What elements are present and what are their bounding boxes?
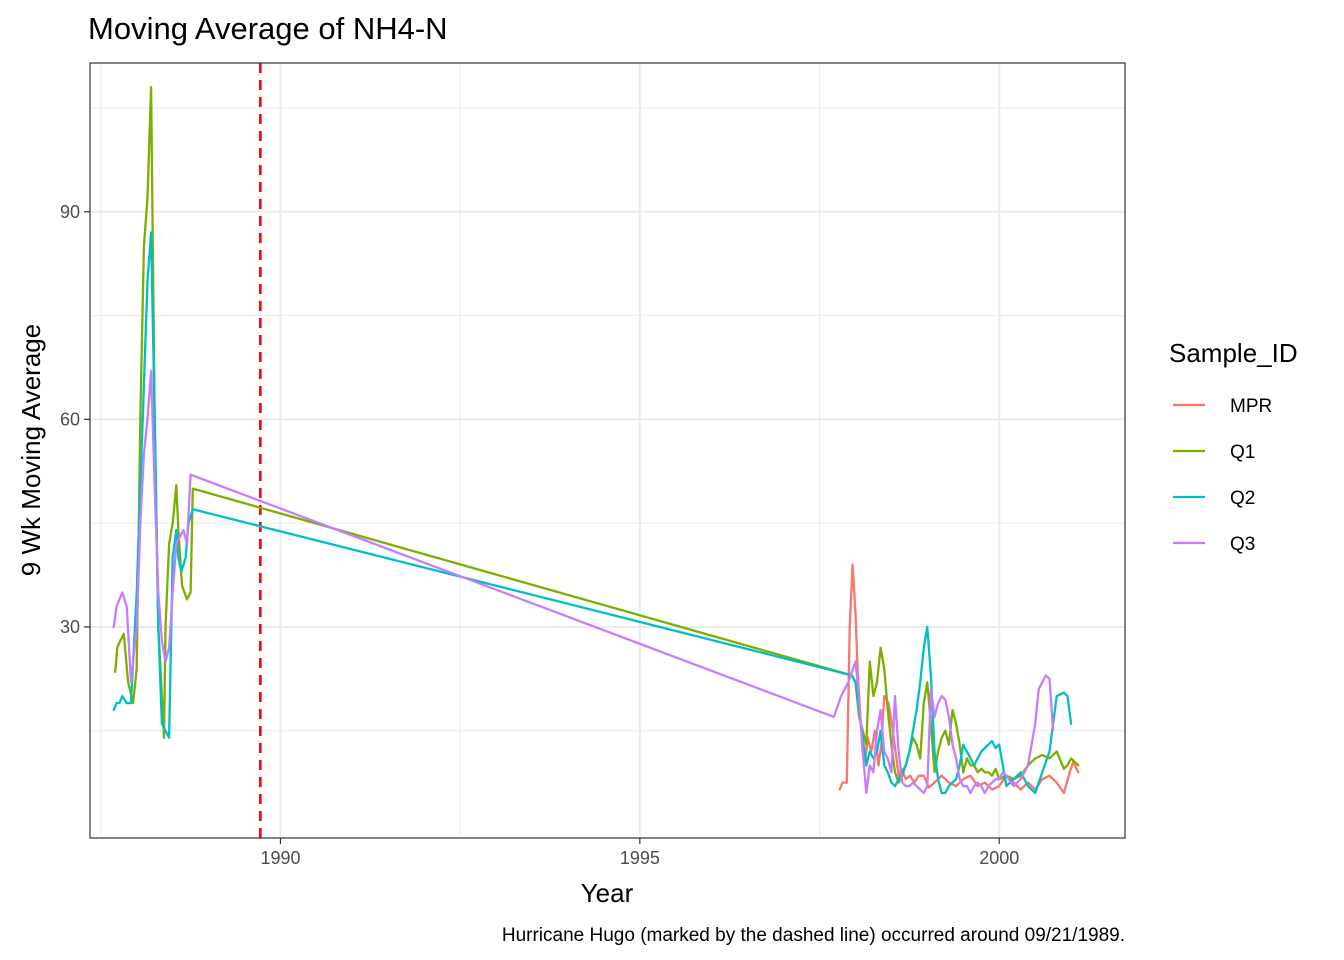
- series-group: [112, 86, 1080, 795]
- legend-label: MPR: [1230, 396, 1272, 417]
- y-axis: 30 60 90: [60, 202, 90, 637]
- x-axis-title: Year: [581, 878, 634, 908]
- y-tick-label: 90: [60, 202, 80, 222]
- grid: [90, 63, 1125, 838]
- legend-title: Sample_ID: [1169, 338, 1298, 368]
- chart-caption: Hurricane Hugo (marked by the dashed lin…: [502, 925, 1125, 946]
- x-tick-label: 1995: [620, 848, 660, 868]
- chart-title: Moving Average of NH4-N: [88, 11, 448, 46]
- legend-item-mpr: MPR: [1173, 396, 1272, 417]
- x-tick-label: 1990: [260, 848, 300, 868]
- legend-item-q2: Q2: [1173, 488, 1255, 509]
- legend-label: Q2: [1230, 488, 1255, 509]
- x-tick-label: 2000: [979, 848, 1019, 868]
- series-line-q3: [112, 369, 1055, 795]
- y-tick-label: 60: [60, 409, 80, 429]
- legend: Sample_ID MPR Q1 Q2 Q3: [1169, 338, 1298, 555]
- plot-panel-border: [89, 62, 1126, 839]
- legend-item-q1: Q1: [1173, 442, 1255, 463]
- legend-label: Q3: [1230, 534, 1255, 555]
- y-axis-title: 9 Wk Moving Average: [16, 324, 46, 576]
- legend-label: Q1: [1230, 442, 1255, 463]
- legend-item-q3: Q3: [1173, 534, 1255, 555]
- legend-items: MPR Q1 Q2 Q3: [1173, 396, 1272, 555]
- series-line-q2: [112, 231, 1073, 795]
- y-tick-label: 30: [60, 617, 80, 637]
- x-axis: 1990 1995 2000: [260, 838, 1019, 868]
